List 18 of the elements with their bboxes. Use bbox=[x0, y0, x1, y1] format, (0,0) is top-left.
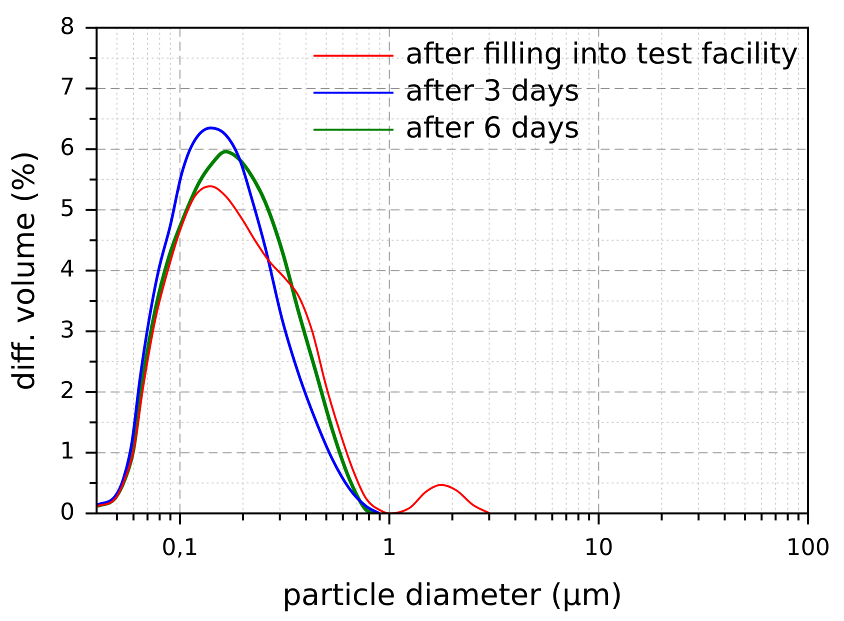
y-tick-label: 7 bbox=[60, 74, 75, 100]
x-tick-label: 10 bbox=[584, 535, 614, 562]
legend-label: after 6 days bbox=[405, 110, 580, 144]
y-tick-label: 6 bbox=[60, 135, 75, 162]
x-tick-label: 1 bbox=[382, 535, 397, 562]
x-tick-label: 0,1 bbox=[162, 535, 198, 562]
x-tick-label: 100 bbox=[786, 535, 830, 562]
y-tick-label: 5 bbox=[60, 196, 75, 222]
y-axis-title: diff. volume (%) bbox=[6, 150, 42, 390]
y-tick-label: 1 bbox=[60, 438, 75, 465]
y-tick-label: 4 bbox=[60, 256, 75, 283]
y-tick-label: 8 bbox=[60, 14, 75, 40]
y-tick-label: 0 bbox=[60, 499, 75, 526]
y-tick-label: 2 bbox=[60, 378, 75, 404]
x-axis-title: particle diameter (µm) bbox=[282, 578, 622, 613]
legend-label: after filling into test facility bbox=[405, 36, 798, 70]
legend-label: after 3 days bbox=[405, 73, 580, 108]
y-tick-label: 3 bbox=[60, 317, 75, 344]
